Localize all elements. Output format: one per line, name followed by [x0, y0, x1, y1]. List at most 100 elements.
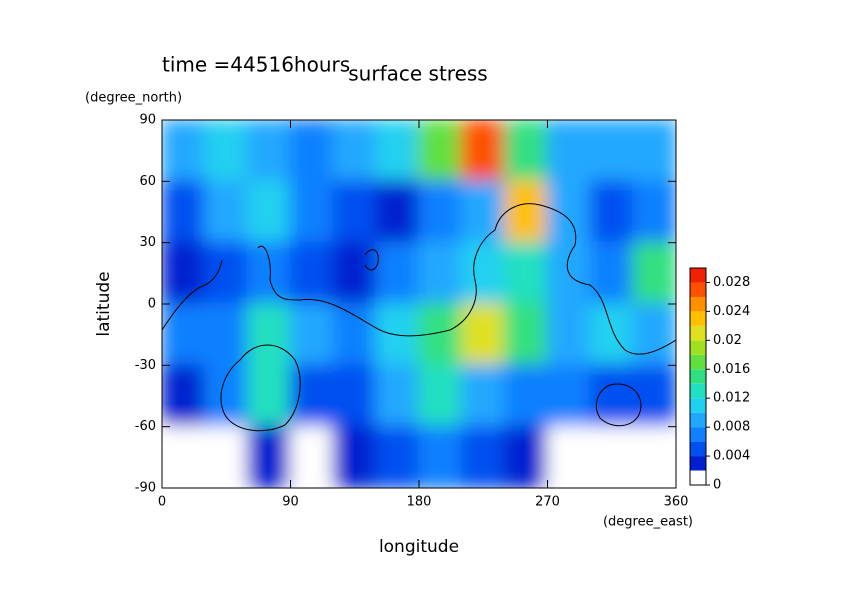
field-cell — [418, 120, 463, 183]
colorbar-swatch — [690, 412, 706, 428]
field-cell — [418, 180, 463, 244]
field-cell — [632, 303, 676, 367]
field-cell — [589, 180, 635, 244]
field-cell — [332, 241, 378, 305]
field-cell — [375, 364, 420, 428]
field-cell — [203, 120, 249, 183]
field-cell — [546, 120, 592, 183]
field-cell — [460, 303, 506, 367]
field-cell — [162, 120, 206, 183]
field-cell — [246, 180, 292, 244]
y-tick-label: -90 — [135, 481, 156, 496]
field-cell — [332, 120, 378, 183]
field-cell — [246, 241, 292, 305]
field-cell — [632, 180, 676, 244]
field-cell — [162, 303, 206, 367]
field-cell — [162, 180, 206, 244]
colorbar-tick-label: 0.008 — [713, 420, 750, 435]
field-cell — [460, 241, 506, 305]
colorbar-tick-label: 0.016 — [713, 362, 750, 377]
colorbar-swatch — [690, 441, 706, 457]
field-cell — [418, 364, 463, 428]
x-tick-label: 90 — [282, 495, 299, 510]
field-cell — [332, 180, 378, 244]
field-cell — [503, 180, 549, 244]
field-cell — [246, 364, 292, 428]
colorbar-swatch — [690, 268, 706, 283]
colorbar-swatch — [690, 296, 706, 312]
colorbar-swatch — [690, 398, 706, 413]
field-cells — [162, 120, 676, 488]
field-cell — [589, 303, 635, 367]
chart-title: surface stress — [348, 62, 487, 86]
field-cell — [460, 425, 506, 488]
y-tick-label: 0 — [148, 297, 156, 312]
field-cell — [503, 425, 549, 488]
colorbar-swatch — [690, 340, 706, 355]
coastlines — [162, 203, 676, 432]
colorbar: 0 0.004 0.008 0.012 0.016 0.02 0.024 0.028 — [690, 268, 750, 493]
field-cell — [503, 120, 549, 183]
field-cell — [162, 425, 206, 488]
y-tick-label: -60 — [135, 419, 156, 434]
colorbar-tick-label: 0 — [713, 478, 721, 493]
field-cell — [460, 180, 506, 244]
field-cell — [589, 120, 635, 183]
field — [162, 120, 676, 488]
x-unit: (degree_east) — [603, 515, 693, 530]
field-cell — [332, 364, 378, 428]
colorbar-swatch — [690, 456, 706, 471]
x-tick-label: 0 — [158, 495, 166, 510]
y-tick-label: 30 — [139, 235, 156, 250]
field-cell — [546, 180, 592, 244]
x-axis-label: longitude — [379, 537, 459, 557]
colorbar-tick-label: 0.02 — [713, 333, 742, 348]
field-cell — [246, 120, 292, 183]
field-cell — [632, 425, 676, 488]
field-cell — [289, 364, 335, 428]
colorbar-swatch — [690, 470, 706, 485]
x-tick-label: 360 — [664, 495, 689, 510]
y-tick-label: -30 — [135, 358, 156, 373]
field-cell — [632, 241, 676, 305]
colorbar-frame — [689, 267, 707, 486]
field-cell — [375, 180, 420, 244]
field-cell — [589, 364, 635, 428]
field-cell — [332, 425, 378, 488]
field-cell — [203, 180, 249, 244]
field-cell — [418, 241, 463, 305]
y-tick-label: 60 — [139, 174, 156, 189]
colorbar-swatch — [690, 427, 706, 442]
field-cell — [503, 241, 549, 305]
colorbar-swatch — [690, 311, 706, 326]
field-cell — [289, 425, 335, 488]
field-cell — [546, 425, 592, 488]
field-cell — [203, 364, 249, 428]
colorbar-tick-label: 0.004 — [713, 449, 750, 464]
field-cell — [289, 120, 335, 183]
field-cell — [460, 120, 506, 183]
field-cell — [289, 180, 335, 244]
field-cell — [589, 425, 635, 488]
field-cell — [246, 425, 292, 488]
field-cell — [203, 425, 249, 488]
colorbar-swatch — [690, 383, 706, 399]
field-cell — [503, 364, 549, 428]
field-cell — [203, 241, 249, 305]
field-cell — [162, 364, 206, 428]
colorbar-tick-label: 0.028 — [713, 275, 750, 290]
time-label: time =44516hours — [162, 53, 350, 77]
field-cell — [546, 364, 592, 428]
colorbar-tick-label: 0.012 — [713, 391, 750, 406]
field-cell — [460, 364, 506, 428]
colorbar-swatch — [690, 369, 706, 384]
y-tick-label: 90 — [139, 113, 156, 128]
field-cell — [632, 120, 676, 183]
field-cell — [246, 303, 292, 367]
field-cell — [162, 241, 206, 305]
field-cell — [375, 241, 420, 305]
colorbar-swatch — [690, 354, 706, 370]
field-cell — [375, 425, 420, 488]
field-cell — [332, 303, 378, 367]
